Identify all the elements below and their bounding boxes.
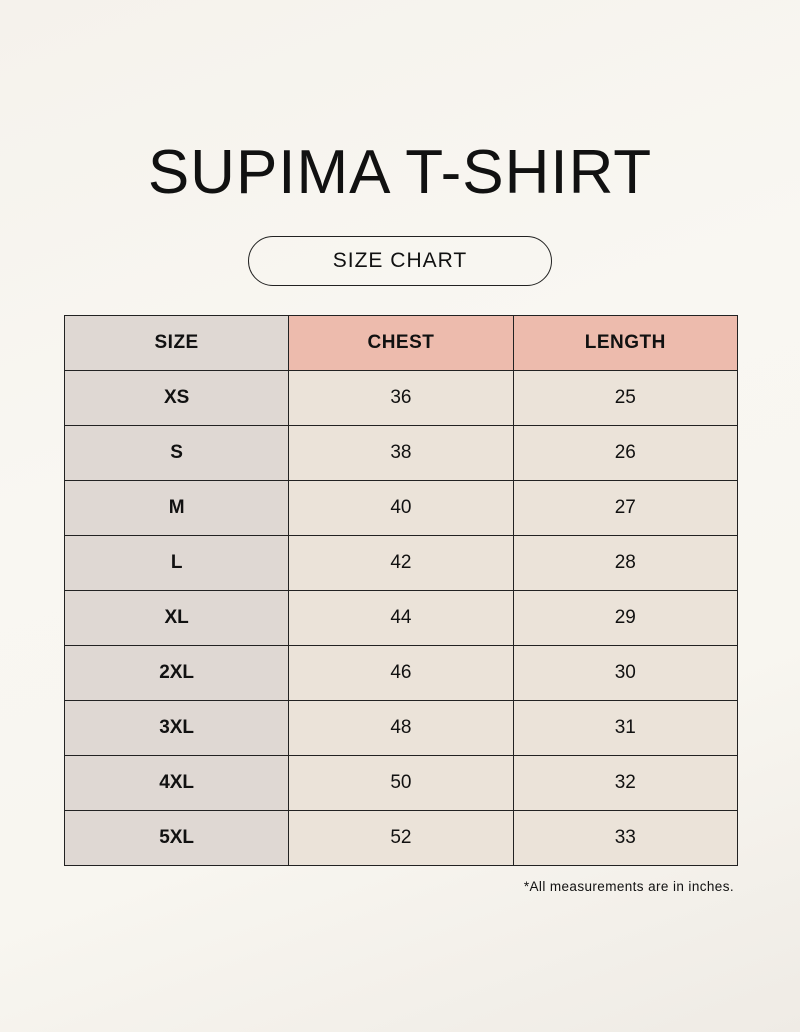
header-size: SIZE (63, 315, 290, 371)
length-cell: 31 (512, 700, 739, 756)
table-row: M 40 27 (63, 480, 739, 536)
chest-cell: 44 (288, 590, 514, 646)
page-title: SUPIMA T-SHIRT (147, 138, 653, 207)
table-row: XS 36 25 (63, 370, 739, 426)
table-row: L 42 28 (63, 535, 739, 591)
chest-cell: 42 (288, 535, 514, 591)
size-cell: XL (63, 590, 290, 646)
length-cell: 30 (512, 645, 739, 701)
size-cell: 4XL (63, 755, 290, 811)
table-row: S 38 26 (63, 425, 739, 481)
chest-cell: 38 (288, 425, 514, 481)
table-row: 2XL 46 30 (63, 645, 739, 701)
size-cell: 2XL (63, 645, 290, 701)
measurement-note: *All measurements are in inches. (523, 879, 734, 894)
table-row: XL 44 29 (63, 590, 739, 646)
header-chest: CHEST (288, 315, 514, 371)
chest-cell: 48 (288, 700, 514, 756)
chest-cell: 36 (288, 370, 514, 426)
length-cell: 29 (512, 590, 739, 646)
size-cell: XS (63, 370, 290, 426)
length-cell: 32 (512, 755, 739, 811)
chest-cell: 46 (288, 645, 514, 701)
size-cell: 3XL (63, 700, 290, 756)
table-row: 5XL 52 33 (63, 810, 739, 866)
length-cell: 25 (512, 370, 739, 426)
length-cell: 26 (512, 425, 739, 481)
chest-cell: 52 (288, 810, 514, 866)
header-length: LENGTH (512, 315, 739, 371)
size-cell: M (63, 480, 290, 536)
length-cell: 28 (512, 535, 739, 591)
size-cell: L (63, 535, 290, 591)
chest-cell: 40 (288, 480, 514, 536)
length-cell: 33 (512, 810, 739, 866)
table-header-row: SIZE CHEST LENGTH (63, 315, 739, 371)
size-cell: S (63, 425, 290, 481)
chest-cell: 50 (288, 755, 514, 811)
length-cell: 27 (512, 480, 739, 536)
size-cell: 5XL (63, 810, 290, 866)
size-table: SIZE CHEST LENGTH XS 36 25 S 38 26 M 40 27 L 42 28 X… (63, 315, 739, 866)
size-chart-label: SIZE CHART (248, 236, 552, 286)
table-row: 4XL 50 32 (63, 755, 739, 811)
table-row: 3XL 48 31 (63, 700, 739, 756)
